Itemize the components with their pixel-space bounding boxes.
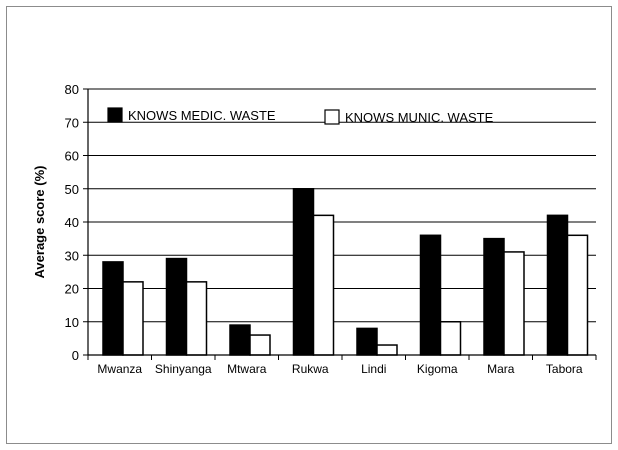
category-label-rukwa: Rukwa xyxy=(292,362,329,376)
bar-medic-rukwa xyxy=(292,188,315,356)
y-tick-label: 40 xyxy=(65,215,79,230)
y-tick-label: 30 xyxy=(65,248,79,263)
legend: KNOWS MEDIC. WASTE KNOWS MUNIC. WASTE xyxy=(107,107,494,125)
category-label-mtwara: Mtwara xyxy=(227,362,267,376)
bar-medic-mtwara xyxy=(229,324,251,356)
bar-munic-mwanza xyxy=(122,281,144,356)
category-label-shinyanga: Shinyanga xyxy=(155,362,212,376)
bar-munic-kigoma xyxy=(439,321,462,356)
bar-medic-mwanza xyxy=(102,261,124,356)
category-label-tabora: Tabora xyxy=(546,362,583,376)
y-tick-labels: 0 10 20 30 40 50 60 70 80 xyxy=(65,82,79,363)
y-tick-label: 70 xyxy=(65,115,79,130)
category-label-mara: Mara xyxy=(487,362,515,376)
bar-munic-lindi xyxy=(376,344,398,356)
category-label-lindi: Lindi xyxy=(361,362,386,376)
legend-swatch-munic xyxy=(324,109,340,125)
bar-medic-tabora xyxy=(546,214,569,356)
bars xyxy=(102,188,589,356)
category-label-kigoma: Kigoma xyxy=(417,362,458,376)
y-axis-label: Average score (%) xyxy=(32,166,47,279)
bar-medic-lindi xyxy=(356,327,378,356)
y-tick-label: 20 xyxy=(65,282,79,297)
bar-munic-rukwa xyxy=(312,214,335,356)
category-label-mwanza: Mwanza xyxy=(97,362,142,376)
bar-medic-shinyanga xyxy=(165,257,188,356)
y-tick-label: 10 xyxy=(65,315,79,330)
bar-medic-kigoma xyxy=(419,234,442,356)
bar-munic-mara xyxy=(503,251,525,356)
legend-swatch-medic xyxy=(107,107,123,123)
y-tick-label: 50 xyxy=(65,182,79,197)
y-tick-label: 0 xyxy=(72,348,79,363)
y-tick-label: 60 xyxy=(65,149,79,164)
legend-label-munic: KNOWS MUNIC. WASTE xyxy=(345,110,494,125)
bar-medic-mara xyxy=(483,237,505,356)
category-labels: Mwanza Shinyanga Mtwara Rukwa Lindi Kigoma Mar… xyxy=(97,362,583,376)
bar-munic-tabora xyxy=(566,234,589,356)
legend-label-medic: KNOWS MEDIC. WASTE xyxy=(128,108,276,123)
bar-munic-shinyanga xyxy=(185,281,208,356)
y-tick-label: 80 xyxy=(65,82,79,97)
axes xyxy=(83,88,597,360)
bar-munic-mtwara xyxy=(249,334,271,356)
